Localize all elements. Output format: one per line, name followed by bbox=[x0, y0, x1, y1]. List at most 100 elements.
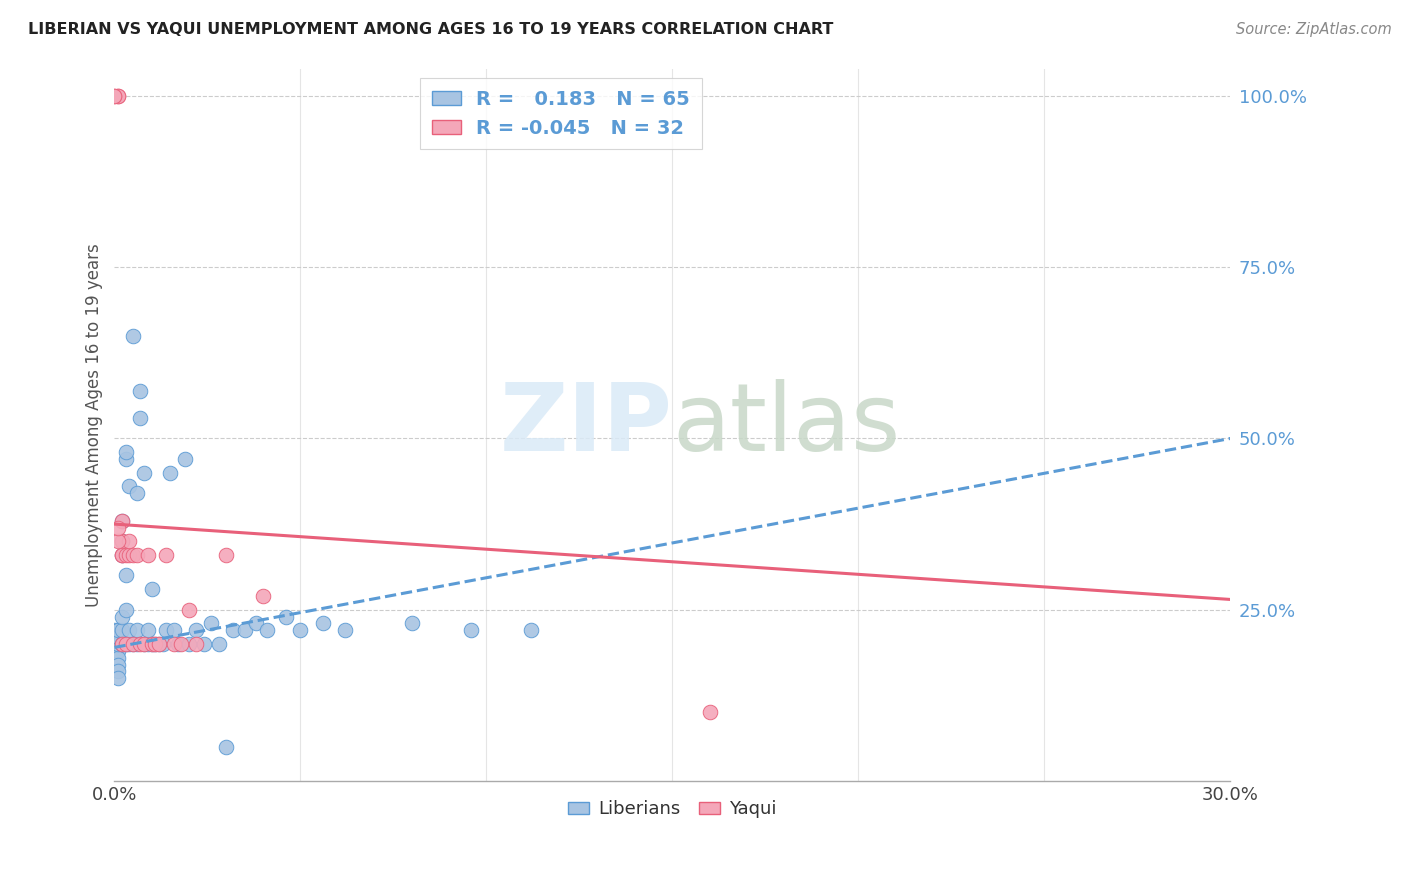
Point bbox=[215, 548, 238, 562]
Point bbox=[174, 452, 197, 467]
Point bbox=[111, 609, 134, 624]
Legend: Liberians, Yaqui: Liberians, Yaqui bbox=[561, 793, 785, 825]
Point bbox=[111, 534, 134, 549]
Point bbox=[111, 548, 134, 562]
Point bbox=[122, 548, 145, 562]
Point bbox=[118, 479, 141, 493]
Point bbox=[134, 637, 156, 651]
Point bbox=[114, 637, 136, 651]
Point bbox=[233, 624, 256, 638]
Point bbox=[114, 603, 136, 617]
Text: Source: ZipAtlas.com: Source: ZipAtlas.com bbox=[1236, 22, 1392, 37]
Point bbox=[111, 637, 134, 651]
Point bbox=[177, 637, 200, 651]
Point bbox=[333, 624, 356, 638]
Point bbox=[148, 637, 170, 651]
Point bbox=[107, 89, 129, 103]
Point bbox=[163, 624, 186, 638]
Point bbox=[155, 548, 177, 562]
Point bbox=[122, 328, 145, 343]
Point bbox=[125, 637, 148, 651]
Point bbox=[177, 603, 200, 617]
Point bbox=[107, 650, 129, 665]
Point bbox=[111, 514, 134, 528]
Point bbox=[118, 548, 141, 562]
Point bbox=[107, 89, 129, 103]
Point bbox=[107, 644, 129, 658]
Point bbox=[118, 534, 141, 549]
Point bbox=[134, 466, 156, 480]
Point bbox=[460, 624, 482, 638]
Point bbox=[520, 624, 543, 638]
Point bbox=[159, 466, 181, 480]
Point bbox=[107, 671, 129, 685]
Y-axis label: Unemployment Among Ages 16 to 19 years: Unemployment Among Ages 16 to 19 years bbox=[86, 243, 103, 607]
Point bbox=[193, 637, 215, 651]
Point bbox=[114, 568, 136, 582]
Point bbox=[401, 616, 423, 631]
Point bbox=[136, 624, 159, 638]
Text: LIBERIAN VS YAQUI UNEMPLOYMENT AMONG AGES 16 TO 19 YEARS CORRELATION CHART: LIBERIAN VS YAQUI UNEMPLOYMENT AMONG AGE… bbox=[28, 22, 834, 37]
Point bbox=[107, 520, 129, 534]
Point bbox=[170, 637, 193, 651]
Point bbox=[107, 637, 129, 651]
Point bbox=[103, 637, 125, 651]
Point bbox=[111, 534, 134, 549]
Point bbox=[136, 637, 159, 651]
Point bbox=[141, 637, 163, 651]
Point bbox=[111, 548, 134, 562]
Point bbox=[107, 534, 129, 549]
Point bbox=[143, 637, 166, 651]
Point bbox=[312, 616, 335, 631]
Point bbox=[107, 624, 129, 638]
Point bbox=[129, 411, 152, 425]
Point bbox=[148, 637, 170, 651]
Point bbox=[256, 624, 278, 638]
Point bbox=[103, 624, 125, 638]
Point bbox=[111, 548, 134, 562]
Point bbox=[252, 589, 274, 603]
Point bbox=[118, 624, 141, 638]
Point bbox=[215, 739, 238, 754]
Point bbox=[111, 624, 134, 638]
Point bbox=[111, 637, 134, 651]
Point bbox=[134, 637, 156, 651]
Text: ZIP: ZIP bbox=[499, 379, 672, 471]
Point bbox=[114, 452, 136, 467]
Point bbox=[107, 657, 129, 672]
Point bbox=[200, 616, 222, 631]
Point bbox=[155, 624, 177, 638]
Point bbox=[111, 514, 134, 528]
Point bbox=[114, 548, 136, 562]
Point bbox=[186, 624, 208, 638]
Point bbox=[129, 384, 152, 398]
Point bbox=[125, 548, 148, 562]
Point bbox=[207, 637, 229, 651]
Point bbox=[125, 624, 148, 638]
Point bbox=[163, 637, 186, 651]
Point bbox=[107, 624, 129, 638]
Point bbox=[107, 637, 129, 651]
Point bbox=[152, 637, 174, 651]
Point bbox=[141, 582, 163, 597]
Point bbox=[290, 624, 312, 638]
Point bbox=[122, 637, 145, 651]
Point bbox=[245, 616, 267, 631]
Point bbox=[122, 637, 145, 651]
Point bbox=[141, 637, 163, 651]
Point bbox=[114, 637, 136, 651]
Point bbox=[136, 548, 159, 562]
Text: atlas: atlas bbox=[672, 379, 901, 471]
Point bbox=[111, 637, 134, 651]
Point bbox=[103, 89, 125, 103]
Point bbox=[129, 637, 152, 651]
Point bbox=[118, 637, 141, 651]
Point bbox=[274, 609, 297, 624]
Point bbox=[107, 665, 129, 679]
Point bbox=[114, 445, 136, 459]
Point bbox=[166, 637, 188, 651]
Point bbox=[103, 89, 125, 103]
Point bbox=[186, 637, 208, 651]
Point bbox=[125, 486, 148, 500]
Point bbox=[143, 637, 166, 651]
